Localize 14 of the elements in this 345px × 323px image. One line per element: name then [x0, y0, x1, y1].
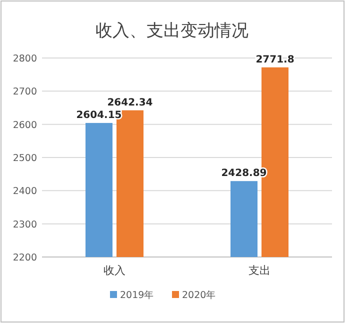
x-tick-label: 支出 [248, 264, 270, 277]
y-tick-label: 2400 [12, 186, 37, 198]
y-tick-label: 2600 [12, 120, 37, 131]
y-tick-label: 2300 [12, 219, 37, 230]
legend-label: 2019年 [120, 289, 154, 301]
data-label: 2642.34 [107, 97, 153, 108]
y-tick-label: 2800 [12, 54, 37, 64]
y-tick-label: 2700 [12, 86, 37, 98]
y-tick-label: 2500 [12, 153, 37, 164]
legend-label: 2020年 [182, 289, 216, 301]
chart-title: 收入、支出变动情况 [96, 21, 248, 41]
data-label: 2771.8 [256, 54, 294, 66]
y-tick-label: 2200 [12, 252, 37, 264]
x-tick-label: 收入 [104, 264, 126, 277]
